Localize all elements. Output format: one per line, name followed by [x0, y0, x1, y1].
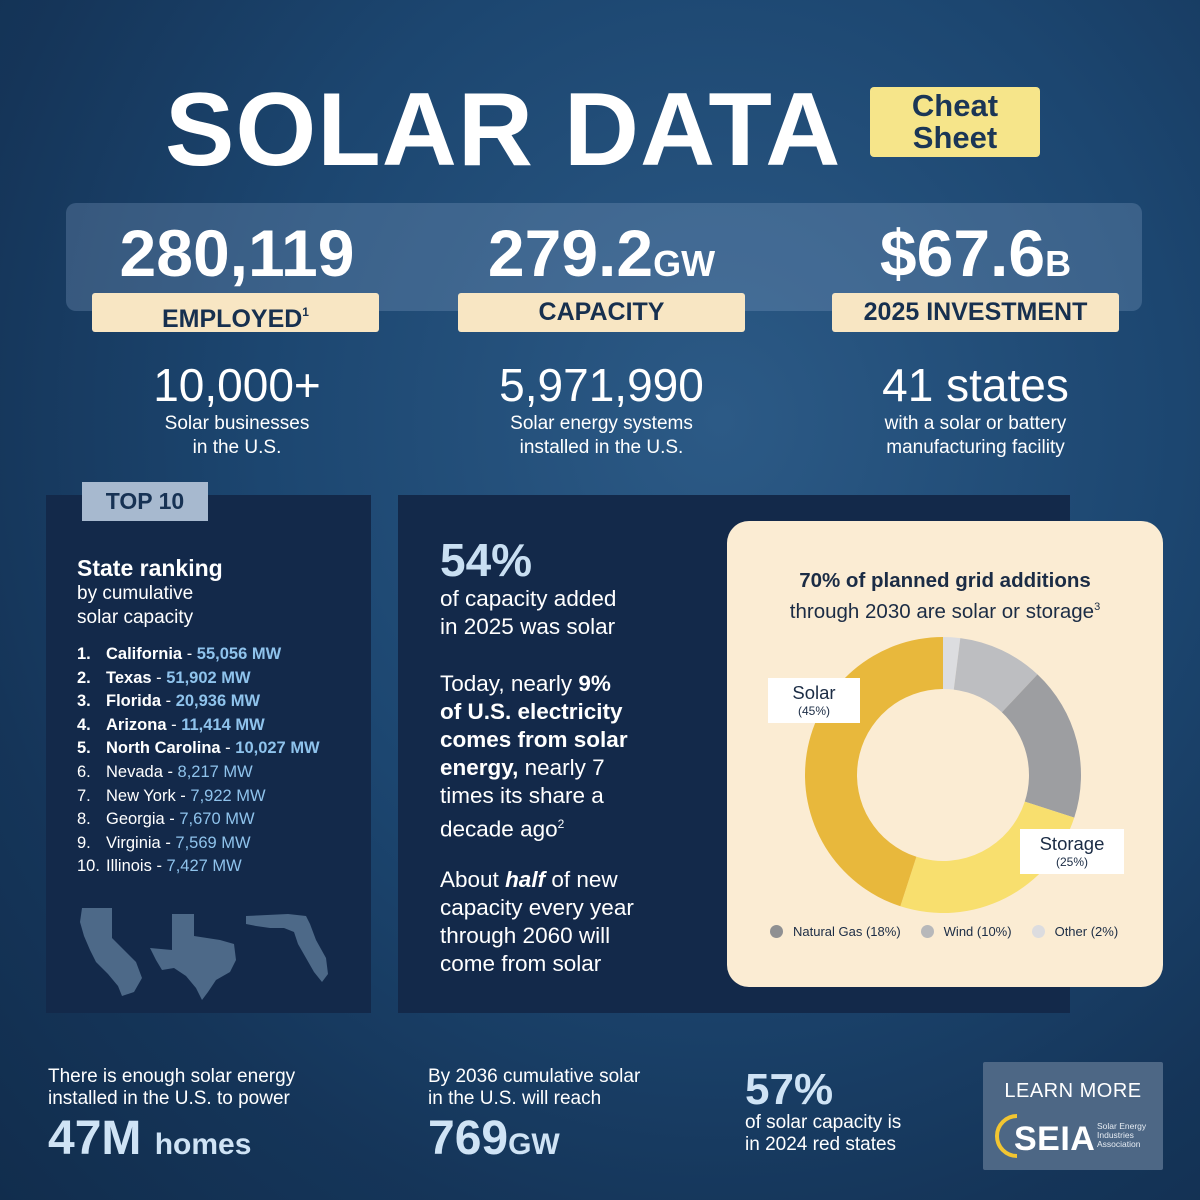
storage-segment-label: Storage (25%) [1020, 829, 1124, 874]
list-item: 2. Texas - 51,902 MW [77, 668, 251, 687]
businesses-stat-desc: Solar businesses in the U.S. [164, 413, 310, 458]
list-item: 10. Illinois - 7,427 MW [77, 857, 242, 876]
cheat-sheet-tag-line2: Sheet [912, 120, 998, 155]
future-capacity-text: About half of new capacity every year th… [440, 867, 634, 976]
florida-map-icon [246, 914, 328, 982]
capacity-stat-label: CAPACITY [458, 293, 745, 332]
list-item: 6. Nevada - 8,217 MW [77, 762, 253, 781]
electricity-share-text: Today, nearly 9% of U.S. electricity com… [440, 671, 628, 842]
list-item: 7. New York - 7,922 MW [77, 786, 266, 805]
cheat-sheet-tag-line1: Cheat [911, 88, 999, 123]
capacity-added-pct: 54% [440, 534, 533, 586]
state-ranking-list: 1. California - 55,056 MW 2. Texas - 51,90… [77, 643, 377, 879]
investment-stat-label: 2025 INVESTMENT [832, 293, 1119, 332]
state-ranking-subtitle: by cumulative solar capacity [77, 583, 194, 628]
page-title: SOLAR DATA [165, 72, 842, 188]
reach-value: 769GW [428, 1112, 560, 1165]
employed-stat-value: 280,119 [119, 216, 355, 290]
seia-logo-subtext: Solar Energy Industries Association [1097, 1121, 1147, 1149]
donut-title: 70% of planned grid additions through 20… [789, 569, 1101, 623]
donut-slice-other [943, 637, 961, 690]
texas-map-icon [150, 914, 236, 1000]
list-item: 3. Florida - 20,936 MW [77, 692, 261, 711]
red-states-pct: 57% [745, 1065, 834, 1114]
solar-segment-label: Solar (45%) [768, 678, 860, 723]
legend-item-wind: Wind (10%) [920, 924, 1012, 939]
list-item: 1. California - 55,056 MW [77, 645, 282, 663]
employed-stat-label: EMPLOYED1 [92, 293, 379, 333]
investment-stat-value: $67.6B [879, 216, 1072, 290]
list-item: 9. Virginia - 7,569 MW [77, 833, 251, 852]
legend-item-other: Other (2%) [1031, 924, 1118, 939]
donut-slice-natural-gas [1001, 674, 1081, 818]
systems-stat-desc: Solar energy systems installed in the U.… [510, 413, 693, 458]
california-map-icon [80, 908, 142, 996]
list-item: 5. North Carolina - 10,027 MW [77, 739, 320, 758]
state-maps [80, 908, 328, 1000]
donut-chart [805, 637, 1081, 913]
wind-dot-icon [920, 925, 934, 938]
states-stat-desc: with a solar or battery manufacturing fa… [884, 413, 1067, 458]
list-item: 8. Georgia - 7,670 MW [77, 810, 255, 829]
learn-more-label[interactable]: LEARN MORE [1004, 1080, 1142, 1102]
seia-logo-text: SEIA [1014, 1120, 1096, 1158]
list-item: 4. Arizona - 11,414 MW [77, 715, 265, 734]
businesses-stat-value: 10,000+ [153, 359, 321, 411]
states-stat-value: 41 states [882, 359, 1069, 411]
top10-tag: TOP 10 [82, 482, 208, 521]
natural-gas-dot-icon [770, 925, 783, 938]
donut-slice-wind [953, 638, 1038, 713]
red-states-desc: of solar capacity is in 2024 red states [745, 1112, 902, 1155]
systems-stat-value: 5,971,990 [499, 359, 704, 411]
donut-legend: Natural Gas (18%) Wind (10%) Other (2%) [770, 924, 1118, 939]
other-dot-icon [1031, 925, 1045, 938]
legend-item-natural-gas: Natural Gas (18%) [770, 924, 901, 939]
homes-value: 47M homes [48, 1112, 252, 1165]
homes-desc: There is enough solar energy installed i… [48, 1066, 296, 1109]
capacity-stat-value: 279.2GW [487, 216, 716, 290]
seia-sun-logo-icon [995, 1114, 1018, 1158]
state-ranking-title: State ranking [77, 555, 223, 581]
cheat-sheet-tag: Cheat Sheet [870, 87, 1040, 157]
capacity-added-desc: of capacity added in 2025 was solar [440, 586, 617, 639]
reach-desc: By 2036 cumulative solar in the U.S. wil… [428, 1066, 641, 1109]
